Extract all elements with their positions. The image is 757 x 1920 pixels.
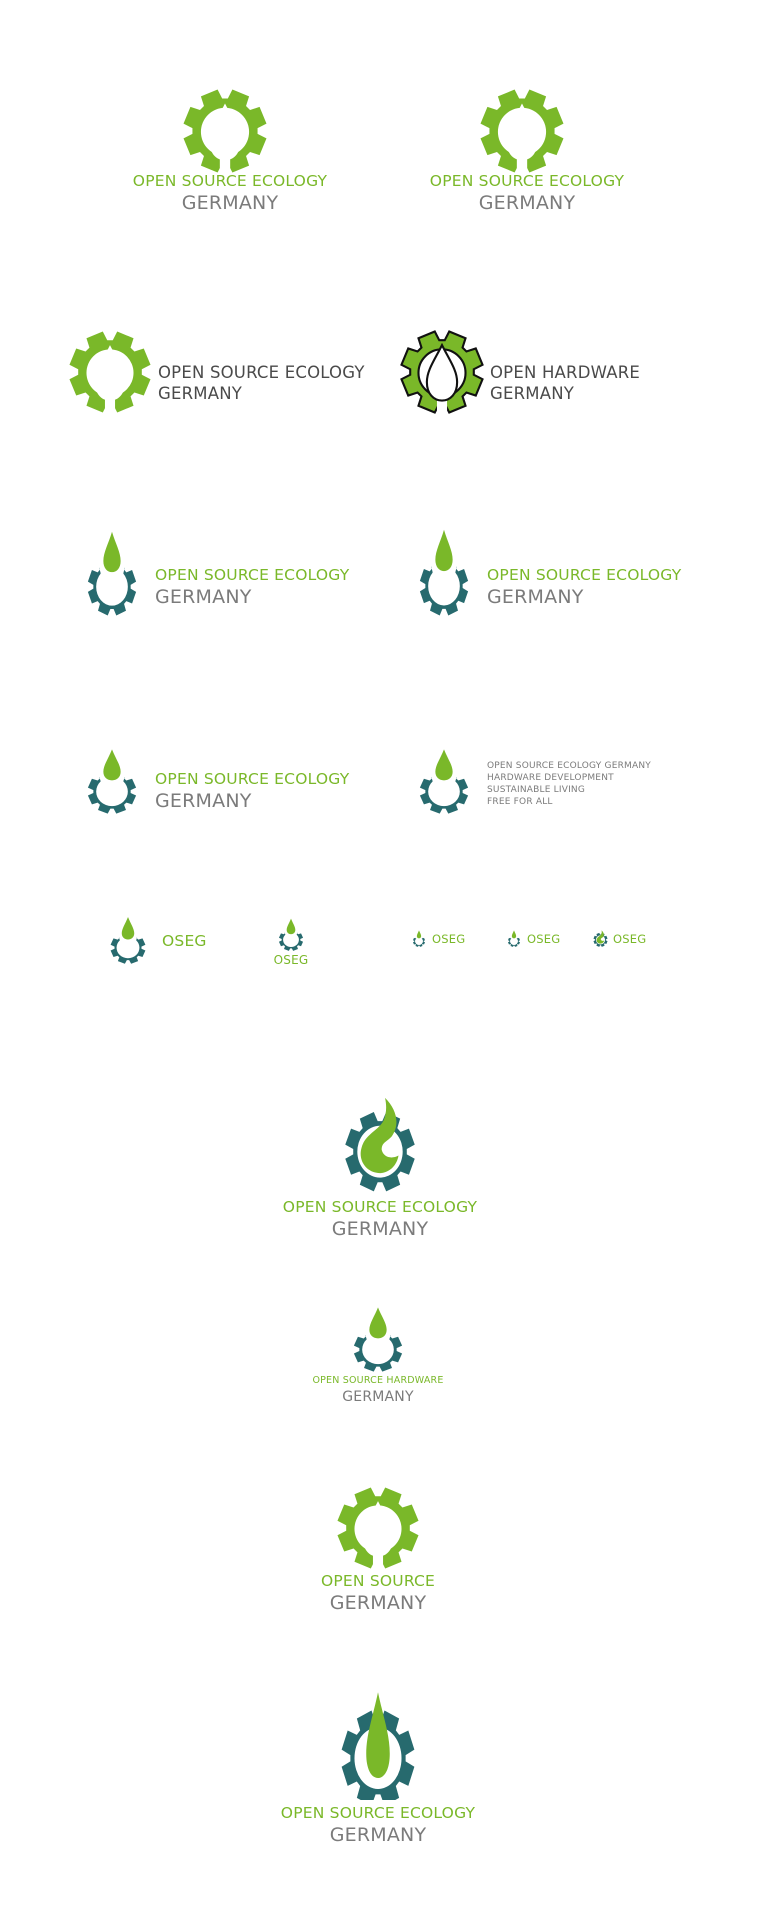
logo-oseg-e: OSEG — [592, 930, 662, 950]
logo-line1: OPEN SOURCE ECOLOGY — [155, 566, 350, 584]
gear-with-leaf-icon — [593, 930, 608, 947]
logo-line2: GERMANY — [155, 586, 252, 608]
logo-line2: GERMANY — [487, 586, 584, 608]
logo-line2: GERMANY — [181, 192, 279, 214]
logo-line1: OPEN SOURCE ECOLOGY — [132, 172, 328, 190]
gear-with-drop-cutout-icon — [69, 331, 151, 413]
gear-with-drop-cutout-outlined-icon — [400, 330, 484, 414]
logo-oseg-b: OSEG — [266, 918, 316, 968]
oseg-label: OSEG — [527, 932, 561, 946]
logo-center-hardware: OPEN SOURCE HARDWARE GERMANY — [300, 1306, 456, 1410]
logo-line1: OPEN SOURCE ECOLOGY — [280, 1804, 476, 1822]
logo-r3-left: OPEN SOURCE ECOLOGY GERMANY — [76, 530, 376, 616]
logo-line1: OPEN SOURCE ECOLOGY — [487, 566, 682, 584]
gear-with-drop-above-icon — [419, 749, 469, 814]
gear-with-drop-above-icon — [419, 529, 469, 616]
logo-r1-left: OPEN SOURCE ECOLOGY GERMANY — [120, 88, 340, 218]
gear-with-drop-above-icon — [353, 1307, 403, 1372]
oseg-label: OSEG — [273, 953, 309, 967]
logo-line2: GERMANY — [329, 1824, 427, 1846]
logo-line1: OPEN HARDWARE — [490, 363, 641, 382]
gear-with-drop-cutout-icon — [337, 1487, 419, 1569]
logo-oseg-d: OSEG — [505, 930, 575, 950]
gear-with-drop-cutout-icon — [183, 89, 267, 173]
logo-line1: OPEN SOURCE — [320, 1572, 436, 1590]
logo-line1: OPEN SOURCE ECOLOGY — [282, 1198, 478, 1216]
logo-line1: OPEN SOURCE HARDWARE — [312, 1375, 444, 1386]
logo-center-leaf: OPEN SOURCE ECOLOGY GERMANY — [270, 1096, 490, 1246]
logo-line2: GERMANY — [478, 192, 576, 214]
logo-line1: OPEN SOURCE ECOLOGY — [155, 770, 350, 788]
gear-with-leaf-icon — [345, 1097, 415, 1192]
tagline-line: SUSTAINABLE LIVING — [487, 785, 586, 795]
logo-r4-right: OPEN SOURCE ECOLOGY GERMANY HARDWARE DEV… — [408, 748, 708, 818]
gear-with-drop-above-icon — [110, 916, 146, 964]
oseg-label: OSEG — [162, 932, 207, 950]
logo-r2-left: OPEN SOURCE ECOLOGY GERMANY — [68, 330, 378, 413]
logo-line1: OPEN SOURCE ECOLOGY — [158, 363, 365, 382]
logo-line2: GERMANY — [342, 1389, 414, 1405]
oseg-label: OSEG — [613, 932, 647, 946]
gear-with-drop-above-icon — [278, 918, 304, 951]
oseg-label: OSEG — [432, 932, 466, 946]
logo-center-open-source: OPEN SOURCE GERMANY — [278, 1486, 478, 1616]
logo-center-tall-drop: OPEN SOURCE ECOLOGY GERMANY — [268, 1690, 488, 1850]
tagline-line: FREE FOR ALL — [487, 797, 553, 807]
logo-line2: GERMANY — [331, 1218, 429, 1240]
logo-r4-left: OPEN SOURCE ECOLOGY GERMANY — [76, 748, 376, 826]
gear-with-drop-above-icon — [412, 930, 426, 947]
tagline-line: HARDWARE DEVELOPMENT — [487, 773, 614, 783]
logo-oseg-a: OSEG — [102, 916, 222, 966]
gear-with-drop-above-icon — [507, 930, 521, 947]
logo-line2: GERMANY — [155, 790, 252, 812]
gear-with-drop-cutout-icon — [480, 89, 564, 173]
logo-line2: GERMANY — [329, 1592, 427, 1614]
logo-line1: OPEN SOURCE ECOLOGY — [429, 172, 625, 190]
tagline-line: OPEN SOURCE ECOLOGY GERMANY — [487, 761, 651, 771]
logo-r3-right: OPEN SOURCE ECOLOGY GERMANY — [408, 528, 708, 616]
logo-r1-right: OPEN SOURCE ECOLOGY GERMANY — [417, 88, 637, 218]
logo-line2: GERMANY — [490, 384, 575, 403]
logo-oseg-c: OSEG — [410, 930, 480, 950]
logo-line2: GERMANY — [158, 384, 243, 403]
gear-with-drop-above-icon — [87, 749, 137, 814]
logo-r2-right: OPEN HARDWARE GERMANY — [400, 330, 660, 414]
gear-with-tall-drop-icon — [341, 1692, 415, 1800]
gear-with-drop-above-icon — [87, 531, 137, 616]
